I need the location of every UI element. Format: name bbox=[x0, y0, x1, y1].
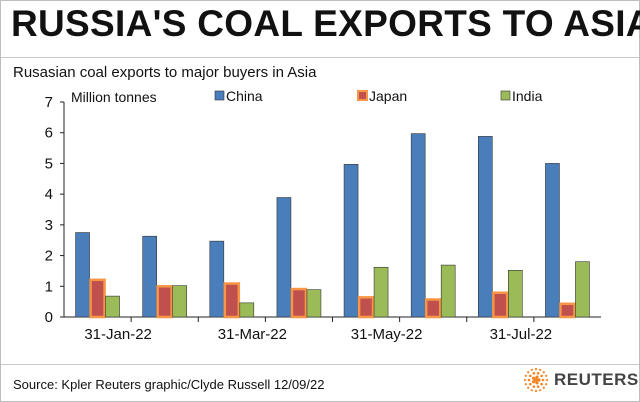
title-divider bbox=[1, 57, 639, 58]
bar-china-2 bbox=[142, 235, 157, 318]
y-tick-label: 5 bbox=[45, 155, 53, 172]
bar-india-4 bbox=[306, 289, 322, 318]
bar-india-2 bbox=[172, 285, 187, 318]
brand-name: REUTERS bbox=[554, 370, 639, 389]
logo-dot bbox=[536, 372, 540, 375]
logo-dot bbox=[530, 368, 533, 371]
bar-japan-1 bbox=[89, 278, 106, 319]
logo-dot bbox=[542, 371, 545, 374]
logo-dot bbox=[539, 368, 542, 371]
x-tick-label: 31-Jan-22 bbox=[84, 326, 152, 343]
bar-chart: 0 1 2 3 4 5 6 7 31-Jan-22 31-Mar-22 31-May-22 31-Ju… bbox=[45, 88, 601, 343]
reuters-dot-logo-icon bbox=[523, 367, 549, 393]
y-tick-label: 4 bbox=[45, 186, 53, 203]
footer-divider bbox=[1, 364, 639, 365]
logo-dot bbox=[529, 374, 532, 378]
y-tick-label: 7 bbox=[45, 94, 53, 111]
logo-dot bbox=[534, 367, 538, 371]
x-tick-label: 31-Mar-22 bbox=[218, 326, 287, 343]
y-tick-label: 3 bbox=[45, 217, 53, 234]
legend-label-china: China bbox=[226, 88, 263, 104]
logo-dot bbox=[527, 378, 531, 382]
bar-india-6 bbox=[440, 264, 456, 318]
logo-dot bbox=[531, 376, 536, 380]
logo-dot bbox=[545, 378, 549, 382]
logo-dot bbox=[545, 374, 548, 377]
logo-dot bbox=[530, 389, 533, 392]
logo-dot bbox=[527, 386, 530, 389]
logo-dot bbox=[527, 371, 530, 374]
bar-japan-4 bbox=[290, 287, 308, 319]
logo-dot bbox=[532, 372, 536, 375]
logo-dot bbox=[532, 385, 536, 388]
bar-china-4 bbox=[276, 197, 292, 318]
page-title: RUSSIA'S COAL EXPORTS TO ASIA bbox=[11, 3, 640, 44]
unit-label: Million tonnes bbox=[71, 89, 157, 105]
logo-dot bbox=[523, 378, 527, 382]
logo-dot bbox=[535, 381, 539, 385]
chart-subtitle: Rusasian coal exports to major buyers in… bbox=[13, 64, 317, 81]
source-note: Source: Kpler Reuters graphic/Clyde Russ… bbox=[13, 377, 325, 392]
logo-dot bbox=[524, 383, 527, 386]
y-tick-label: 2 bbox=[45, 248, 53, 265]
bar-india-5 bbox=[373, 266, 389, 318]
bar-japan-8 bbox=[559, 302, 576, 319]
legend-swatch-china bbox=[214, 90, 225, 101]
bar-japan-3 bbox=[223, 282, 241, 319]
bar-india-1 bbox=[105, 295, 120, 318]
bar-china-7 bbox=[478, 136, 493, 318]
y-tick-label: 1 bbox=[45, 278, 53, 295]
bar-japan-2 bbox=[156, 285, 173, 319]
bar-china-6 bbox=[410, 133, 426, 318]
logo-dot bbox=[540, 374, 543, 378]
logo-dot bbox=[536, 385, 540, 388]
bar-india-3 bbox=[239, 302, 255, 318]
reuters-brand: REUTERS bbox=[523, 367, 639, 393]
bar-japan-5 bbox=[357, 296, 375, 319]
bar-india-7 bbox=[508, 270, 523, 318]
logo-dot bbox=[524, 374, 527, 377]
logo-dot bbox=[534, 378, 538, 382]
logo-dot bbox=[540, 382, 543, 386]
bar-china-1 bbox=[75, 232, 90, 318]
bar-china-3 bbox=[209, 240, 225, 318]
y-tick-label: 6 bbox=[45, 125, 53, 142]
bar-india-8 bbox=[575, 261, 590, 318]
x-tick-label: 31-Jul-22 bbox=[490, 326, 553, 343]
bar-japan-6 bbox=[424, 298, 442, 319]
logo-dot bbox=[545, 383, 548, 386]
legend-label-japan: Japan bbox=[369, 88, 407, 104]
x-tick-label: 31-May-22 bbox=[351, 326, 423, 343]
bar-china-5 bbox=[343, 164, 359, 318]
logo-dot bbox=[535, 375, 539, 379]
logo-dot bbox=[537, 378, 541, 382]
logo-dot bbox=[541, 378, 545, 382]
logo-dot bbox=[542, 386, 545, 389]
logo-dot bbox=[539, 389, 542, 392]
y-tick-label: 0 bbox=[45, 309, 53, 326]
legend-label-india: India bbox=[512, 88, 543, 104]
logo-dot bbox=[534, 389, 538, 393]
bar-china-8 bbox=[545, 163, 560, 318]
logo-dot bbox=[531, 380, 536, 384]
logo-dot bbox=[529, 382, 532, 386]
legend-swatch-japan bbox=[357, 90, 368, 101]
bar-japan-7 bbox=[492, 291, 509, 319]
legend-swatch-india bbox=[500, 90, 511, 101]
